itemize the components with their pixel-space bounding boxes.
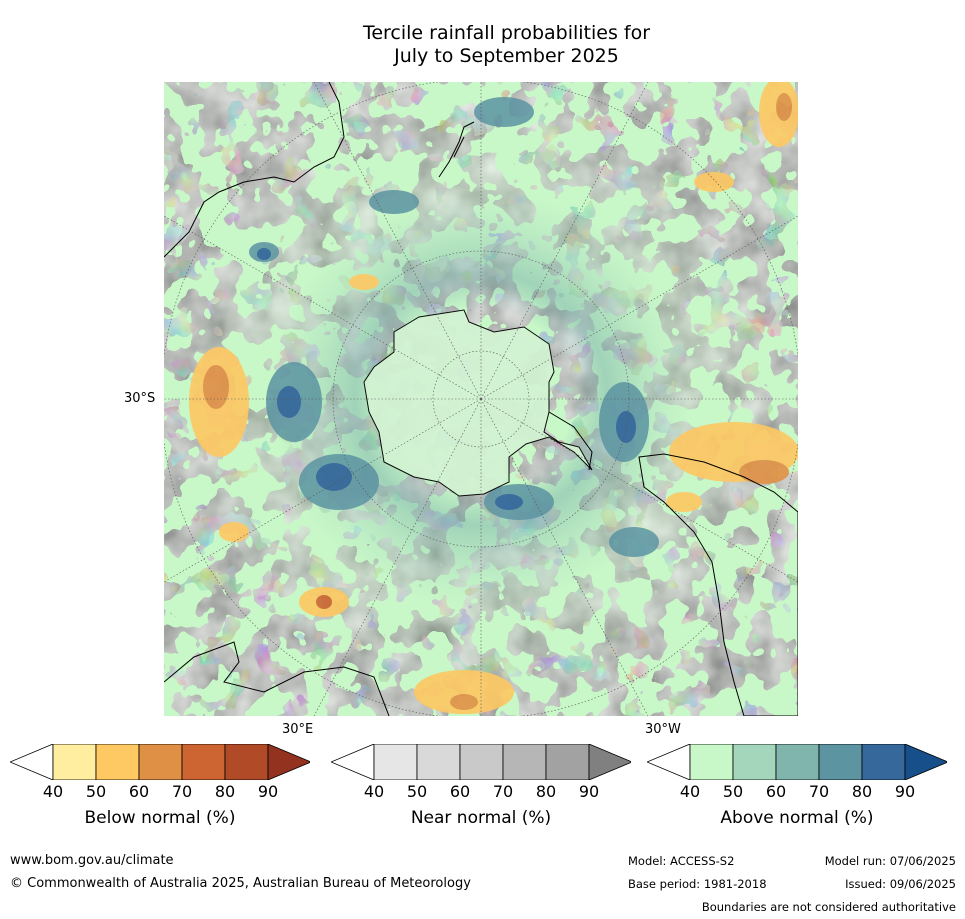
antarctic-peninsula xyxy=(548,411,593,471)
colorbar-tick-label: 70 xyxy=(808,782,830,801)
above-normal-title: Above normal (%) xyxy=(720,808,874,828)
colorbar-tick-label: 50 xyxy=(85,782,107,801)
colorbar-tick-label: 60 xyxy=(765,782,787,801)
near-normal-ticks: 40 50 60 70 80 90 xyxy=(331,782,631,802)
colorbar-bin-70 xyxy=(181,743,226,781)
colorbar-high-triangle xyxy=(588,743,634,781)
colorbar-bin-60 xyxy=(775,743,820,781)
colorbar-tick-label: 80 xyxy=(214,782,236,801)
below-normal-colorbar xyxy=(8,743,313,781)
colorbar-tick-label: 90 xyxy=(257,782,279,801)
graticule xyxy=(164,82,798,716)
new-zealand-coastline xyxy=(438,121,475,178)
below-normal-ticks: 40 50 60 70 80 90 xyxy=(10,782,310,802)
colorbar-tick-label: 40 xyxy=(679,782,701,801)
colorbar-bin-40 xyxy=(373,743,418,781)
australia-coastline xyxy=(164,82,345,258)
colorbar-bin-50 xyxy=(95,743,140,781)
title-line-2: July to September 2025 xyxy=(394,45,619,67)
colorbar-tick-label: 70 xyxy=(171,782,193,801)
below-normal-patches xyxy=(189,82,798,714)
issued-date: Issued: 09/06/2025 xyxy=(845,877,956,891)
colorbar-bin-80 xyxy=(861,743,906,781)
colorbar-low-triangle xyxy=(645,743,691,781)
colorbar-tick-label: 80 xyxy=(851,782,873,801)
colorbar-bin-60 xyxy=(138,743,183,781)
title-line-1: Tercile rainfall probabilities for xyxy=(362,22,651,44)
colorbar-tick-label: 50 xyxy=(722,782,744,801)
near-normal-colorbar xyxy=(329,743,634,781)
colorbar-tick-label: 60 xyxy=(128,782,150,801)
disclaimer: Boundaries are not considered authoritat… xyxy=(701,900,956,914)
below-normal-title: Below normal (%) xyxy=(84,808,236,828)
colorbar-high-triangle xyxy=(267,743,313,781)
colorbar-tick-label: 80 xyxy=(535,782,557,801)
colorbar-low-triangle xyxy=(329,743,375,781)
above-normal-colorbar xyxy=(645,743,950,781)
strong-above-normal-patches xyxy=(257,248,636,510)
map-canvas xyxy=(164,82,798,716)
colorbar-bin-50 xyxy=(732,743,777,781)
colorbar-bin-70 xyxy=(818,743,863,781)
copyright-text: © Commonwealth of Australia 2025, Austra… xyxy=(10,876,471,891)
colorbar-bin-80 xyxy=(545,743,590,781)
rainfall-probability-map xyxy=(164,82,798,716)
model-run-date: Model run: 07/06/2025 xyxy=(824,854,956,868)
colorbar-high-triangle xyxy=(904,743,950,781)
colorbar-tick-label: 70 xyxy=(492,782,514,801)
model-name: Model: ACCESS-S2 xyxy=(628,854,735,868)
colorbar-bin-80 xyxy=(224,743,269,781)
colorbar-tick-label: 90 xyxy=(578,782,600,801)
colorbar-bin-60 xyxy=(459,743,504,781)
colorbar-bin-40 xyxy=(689,743,734,781)
colorbar-tick-label: 40 xyxy=(363,782,385,801)
colorbar-bin-70 xyxy=(502,743,547,781)
lon-label-30w: 30°W xyxy=(645,722,681,737)
lat-label-30s: 30°S xyxy=(124,391,156,406)
colorbar-tick-label: 40 xyxy=(42,782,64,801)
website-link[interactable]: www.bom.gov.au/climate xyxy=(10,853,174,868)
colorbar-tick-label: 60 xyxy=(449,782,471,801)
base-period: Base period: 1981-2018 xyxy=(628,877,767,891)
south-america-coastline xyxy=(638,453,798,716)
lon-label-30e: 30°E xyxy=(282,722,314,737)
colorbar-tick-label: 50 xyxy=(406,782,428,801)
africa-coastline xyxy=(164,641,390,716)
antarctica-coastline xyxy=(363,309,593,497)
colorbar-low-triangle xyxy=(8,743,54,781)
colorbar-bin-50 xyxy=(416,743,461,781)
colorbar-bin-40 xyxy=(52,743,97,781)
map-title: Tercile rainfall probabilities for July … xyxy=(0,22,965,68)
near-normal-title: Near normal (%) xyxy=(410,808,552,828)
colorbar-tick-label: 90 xyxy=(894,782,916,801)
above-normal-ticks: 40 50 60 70 80 90 xyxy=(647,782,947,802)
